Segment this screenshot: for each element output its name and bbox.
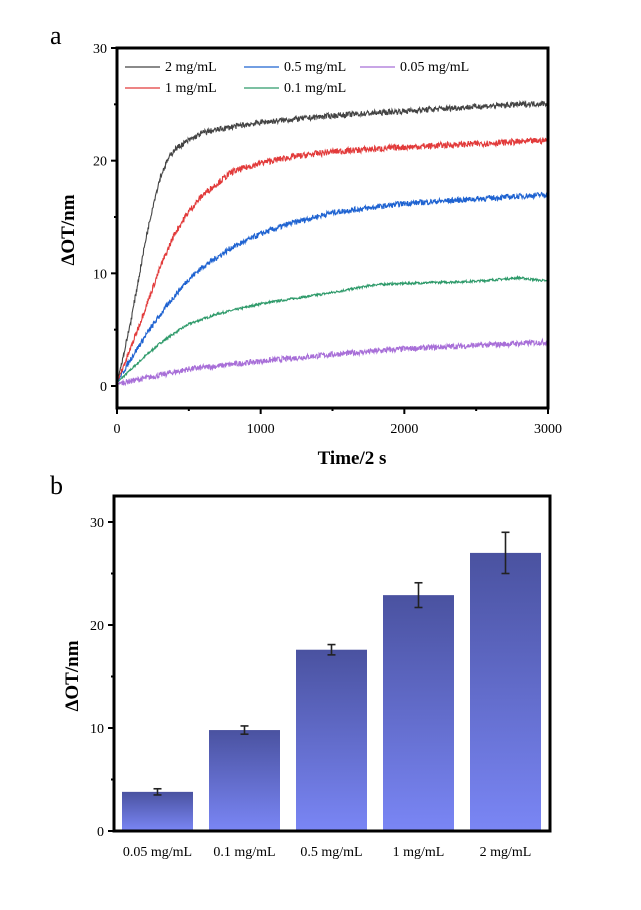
error-bar [501,531,510,575]
legend-label: 0.1 mg/mL [284,81,346,96]
legend-label: 2 mg/mL [165,60,217,75]
legend-label: 0.5 mg/mL [284,60,346,75]
error-bar [153,787,162,796]
bar [383,595,454,831]
bar [209,730,280,831]
panel-b-y-axis-label: ΔOT/nm [62,640,83,711]
panel-a-x-axis-label: Time/2 s [318,448,387,469]
panel-b-label: b [50,471,63,500]
legend-label: 0.05 mg/mL [400,60,469,75]
x-category-label: 0.5 mg/mL [300,845,362,860]
series-line-2-mg-ml [117,100,548,383]
series-line-0-1-mg-ml [117,274,548,384]
legend-item: 0.1 mg/mL [244,81,346,96]
panel-b-chart: 0 10 20 30 0.05 mg/mL 0.1 mg/mL 0.5 mg/mL 1 mg… [62,494,552,860]
panel-a-label: a [50,21,62,50]
x-tick-label: 0 [114,422,121,437]
legend-item: 0.05 mg/mL [360,60,469,75]
y-tick-label: 0 [100,380,107,395]
y-tick-label: 20 [90,619,104,634]
series-line-0-05-mg-ml [117,337,548,387]
series-line-1-mg-ml [117,137,548,383]
error-bar [414,581,423,609]
bar [470,552,541,831]
legend-item: 2 mg/mL [125,60,217,75]
x-tick-label: 1000 [247,422,275,437]
x-tick-label: 2000 [390,422,418,437]
panel-a-chart: 0 10 20 30 0 1000 2000 3000 2 mg/mL 0.5 mg/mL 0.… [58,42,562,469]
legend-item: 1 mg/mL [125,81,217,96]
panel-a-y-axis-label: ΔOT/nm [58,194,79,265]
y-tick-label: 0 [97,825,104,840]
error-bar [327,643,336,656]
x-category-label: 2 mg/mL [480,845,532,860]
x-category-label: 0.05 mg/mL [123,845,192,860]
x-category-label: 1 mg/mL [393,845,445,860]
panel-b-frame [112,494,552,833]
legend-label: 1 mg/mL [165,81,217,96]
y-tick-label: 10 [90,722,104,737]
y-tick-label: 30 [90,516,104,531]
bar [122,791,193,831]
y-tick-label: 10 [93,267,107,282]
x-tick-label: 3000 [534,422,562,437]
panel-a-legend: 2 mg/mL 0.5 mg/mL 0.05 mg/mL 1 mg/mL 0.1 mg/… [125,60,469,96]
x-category-label: 0.1 mg/mL [213,845,275,860]
panel-a-series-group [117,100,548,387]
legend-item: 0.5 mg/mL [244,60,346,75]
y-tick-label: 30 [93,42,107,57]
bar [296,649,367,831]
series-line-0-5-mg-ml [117,191,548,383]
y-tick-label: 20 [93,155,107,170]
error-bar [240,725,249,735]
